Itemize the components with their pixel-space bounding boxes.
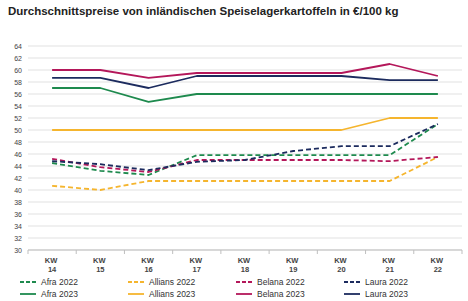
x-tick-label-part: 21 [385,265,393,274]
legend-label: Laura 2023 [365,289,408,299]
grid-line [28,238,462,239]
x-tick-label: KW 21 [382,256,397,274]
x-tick [365,250,366,254]
x-tick [269,250,270,254]
legend-swatch [236,281,252,283]
legend-label: Afra 2022 [41,277,78,287]
x-tick [462,250,463,254]
x-tick-label: KW 18 [238,256,253,274]
grid-line [28,154,462,155]
grid-line [28,58,462,59]
x-tick-label-part: 22 [434,265,442,274]
legend-swatch [344,281,360,283]
x-tick-label-part: KW [141,256,156,265]
legend-swatch [128,281,144,283]
x-tick-label-part: 16 [144,265,152,274]
x-tick-label-part: 15 [96,265,104,274]
grid-line [28,214,462,215]
legend-swatch [236,293,252,295]
legend-label: Laura 2022 [365,277,408,287]
legend-swatch [128,293,144,295]
y-tick-label: 48 [14,139,22,146]
y-tick-label: 54 [14,103,22,110]
x-tick-label-part: KW [238,256,253,265]
legend-label: Afra 2023 [41,289,78,299]
x-tick [76,250,77,254]
y-tick-label: 38 [14,199,22,206]
y-tick-label: 36 [14,211,22,218]
plot-area [52,64,438,190]
y-tick-label: 62 [14,55,22,62]
x-tick-label-part: 19 [289,265,297,274]
x-tick-label-part: KW [431,256,446,265]
x-tick-label: KW 20 [334,256,349,274]
legend-label: Belana 2023 [257,289,305,299]
series-line [52,88,438,102]
series-line [52,118,438,130]
grid-line [28,82,462,83]
y-tick-label: 60 [14,67,22,74]
y-tick-label: 40 [14,187,22,194]
title: Durchschnittspreise von inländischen Spe… [8,5,398,17]
x-tick-label: KW 19 [286,256,301,274]
x-axis [28,250,462,251]
grid-line [28,46,462,47]
grid-line [28,202,462,203]
legend-label: Allians 2022 [149,277,196,287]
legend-swatch [20,281,36,283]
x-tick-label-part: 17 [193,265,201,274]
y-tick-label: 64 [14,43,22,50]
y-tick-label: 56 [14,91,22,98]
x-tick-label-part: KW [189,256,204,265]
y-tick-label: 58 [14,79,22,86]
x-tick [220,250,221,254]
x-tick-label-part: KW [45,256,60,265]
grid-line [28,250,462,251]
x-tick-label-part: KW [286,256,301,265]
x-tick [124,250,125,254]
legend-label: Belana 2022 [257,277,305,287]
y-tick-label: 46 [14,151,22,158]
y-tick-label: 42 [14,175,22,182]
x-tick-label-part: KW [334,256,349,265]
y-tick-label: 44 [14,163,22,170]
x-tick [413,250,414,254]
x-tick [28,250,29,254]
legend-swatch [20,293,36,295]
y-tick-label: 50 [14,127,22,134]
x-tick-label: KW 15 [93,256,108,274]
x-tick-label-part: KW [382,256,397,265]
x-tick-label-part: 14 [48,265,57,274]
x-tick-label-part: 18 [241,265,249,274]
series-line [52,157,438,190]
grid-line [28,226,462,227]
y-tick-label: 34 [14,223,22,230]
x-tick [317,250,318,254]
grid-line [28,106,462,107]
series-line [52,76,438,88]
x-tick-label: KW 14 [45,256,60,274]
series-line [52,124,438,170]
y-tick-label: 32 [14,235,22,242]
legend-label: Allians 2023 [149,289,196,299]
x-tick-label-part: KW [93,256,108,265]
x-tick-label: KW 17 [189,256,204,274]
series-line [52,124,438,175]
x-tick [172,250,173,254]
x-tick-label: KW 16 [141,256,156,274]
chart: Durchschnittspreise von inländischen Spe… [0,0,468,301]
y-tick-label: 30 [14,247,22,254]
y-tick-label: 52 [14,115,22,122]
x-tick-label: KW 22 [431,256,446,274]
x-tick-label-part: 20 [337,265,345,274]
legend-swatch [344,293,360,295]
